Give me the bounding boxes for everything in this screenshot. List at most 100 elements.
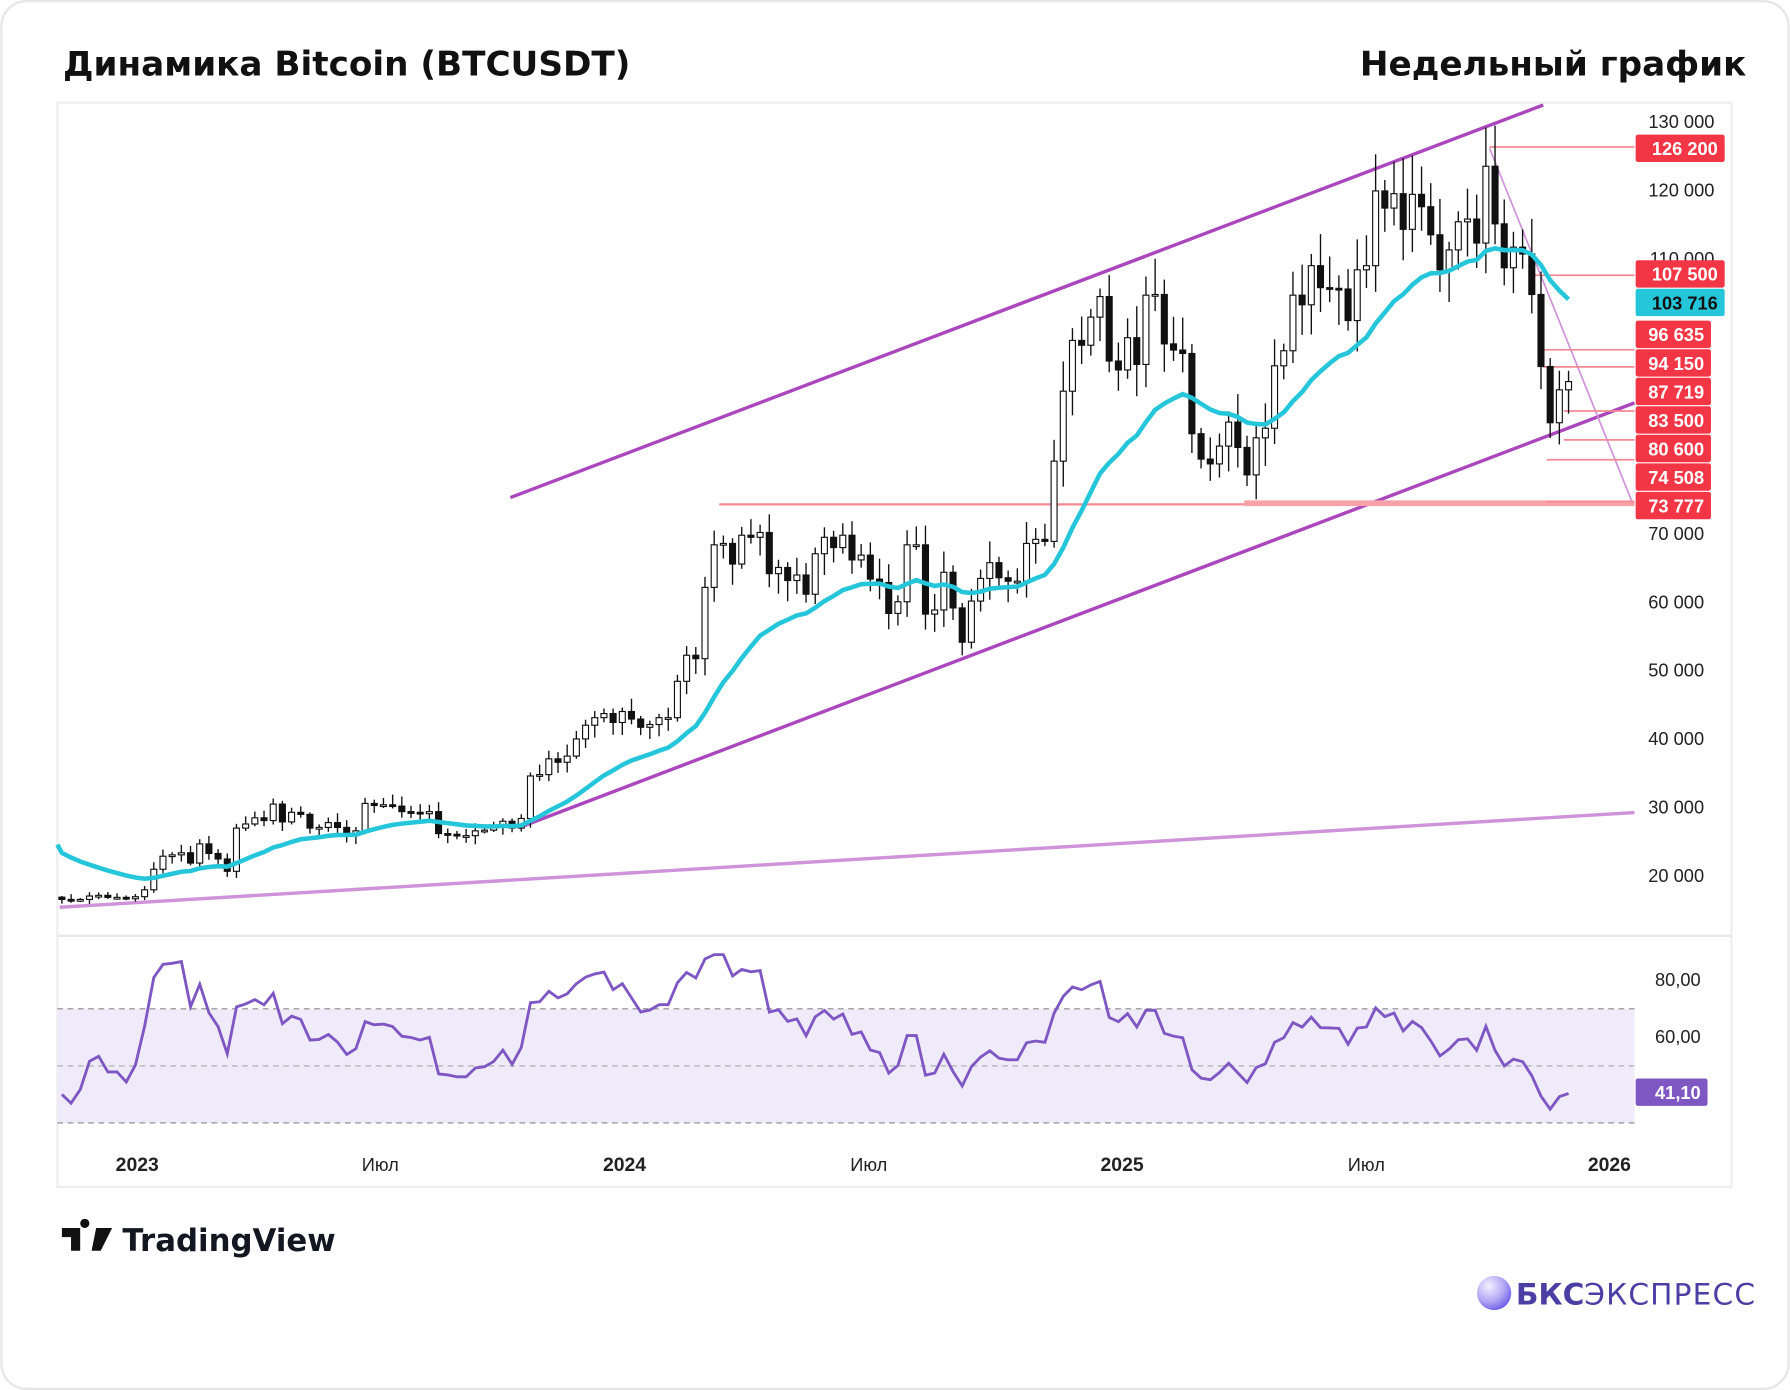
candle-up: [324, 822, 332, 828]
bks-orb-icon: [1477, 1275, 1512, 1311]
candle-down: [554, 758, 562, 763]
long-term-support-line[interactable]: [59, 810, 1635, 909]
channel-lower-line[interactable]: [518, 401, 1636, 829]
candle-down: [1179, 349, 1187, 355]
candle-down: [1537, 293, 1545, 368]
candle-down: [1418, 193, 1426, 208]
candle-down: [416, 811, 424, 815]
tradingview-logo[interactable]: TradingView: [61, 1218, 336, 1259]
x-tick: Июл: [362, 1154, 399, 1175]
candle-up: [1059, 390, 1067, 462]
channel-upper-line[interactable]: [509, 103, 1544, 500]
tradingview-logo-text: TradingView: [122, 1223, 335, 1259]
candle-up: [563, 755, 571, 763]
candle-down: [104, 894, 112, 898]
candle-up: [1068, 339, 1076, 392]
candle-up: [315, 826, 323, 830]
candle-down: [921, 544, 930, 615]
candle-up: [1215, 445, 1223, 465]
y-tick: 50 000: [1648, 660, 1704, 681]
candle-up: [425, 811, 433, 815]
candle-up: [1289, 294, 1297, 352]
rsi-tick: 80,00: [1655, 969, 1701, 990]
candle-up: [113, 896, 121, 900]
candle-up: [1445, 249, 1453, 271]
candle-up: [471, 830, 479, 837]
candle-down: [186, 852, 195, 864]
candle-up: [1454, 221, 1462, 251]
candle-up: [1142, 294, 1150, 366]
price-level-label: [1635, 320, 1711, 349]
bks-express-logo[interactable]: БКС ЭКСПРЕСС: [1477, 1275, 1756, 1312]
candle-up: [572, 738, 580, 757]
chart-subtitle: Недельный график: [1360, 44, 1746, 84]
x-tick: 2025: [1101, 1154, 1144, 1176]
chart-title: Динамика Bitcoin (BTCUSDT): [63, 44, 630, 84]
candle-down: [453, 833, 461, 837]
candle-up: [1372, 190, 1380, 267]
candle-up: [1124, 337, 1132, 371]
candle-down: [278, 803, 286, 823]
candle-up: [857, 554, 865, 561]
candle-up: [756, 531, 764, 538]
candle-down: [1105, 295, 1113, 362]
candle-up: [618, 710, 626, 724]
candle-up: [1032, 538, 1040, 545]
rsi-tick: 60,00: [1655, 1026, 1701, 1047]
price-level-label: [1635, 377, 1711, 406]
candle-up: [820, 536, 828, 555]
rsi-band: [57, 1008, 1635, 1123]
x-tick: 2023: [116, 1154, 159, 1176]
candle-down: [1133, 337, 1141, 366]
candle-down: [1197, 433, 1205, 460]
candle-up: [940, 571, 948, 611]
candle-up: [1151, 293, 1159, 297]
candle-up: [1271, 365, 1279, 429]
candle-up: [738, 534, 746, 565]
candle-down: [692, 654, 700, 660]
candle-up: [655, 717, 663, 726]
candle-down: [1335, 287, 1343, 291]
candle-up: [664, 717, 672, 720]
candle-up: [159, 855, 167, 870]
candle-down: [444, 833, 452, 836]
candle-down: [1078, 339, 1086, 346]
time-axis[interactable]: 2023 Июл 2024 Июл 2025 Июл 2026: [116, 1154, 1632, 1176]
candle-down: [297, 811, 305, 815]
price-level-value: 87 719: [1648, 381, 1704, 402]
price-level-value: 96 635: [1648, 324, 1704, 345]
price-level-value: 83 500: [1648, 410, 1704, 431]
candle-up: [931, 609, 939, 615]
candle-up: [131, 896, 139, 900]
candle-down: [1316, 265, 1325, 289]
candle-up: [1353, 269, 1361, 322]
candle-up: [1280, 350, 1288, 367]
candle-down: [830, 536, 838, 549]
candle-up: [986, 562, 994, 580]
descending-line[interactable]: [1488, 148, 1634, 503]
candle-down: [627, 710, 636, 720]
candle-up: [683, 654, 691, 682]
candle-up: [76, 898, 84, 902]
moving-average-line: [55, 245, 1571, 882]
candle-up: [903, 544, 911, 603]
bks-logo-light: ЭКСПРЕСС: [1584, 1276, 1756, 1311]
price-level-value: 80 600: [1648, 438, 1704, 459]
candle-down: [995, 562, 1003, 579]
candle-down: [398, 805, 406, 813]
candle-down: [389, 804, 397, 808]
candle-up: [141, 889, 149, 898]
candle-down: [637, 718, 645, 728]
candle-down: [1041, 538, 1049, 542]
price-level-label: [1635, 434, 1711, 463]
candle-down: [1160, 293, 1168, 345]
candle-up: [85, 895, 94, 901]
candle-up: [1482, 165, 1490, 244]
candle-down: [609, 712, 617, 724]
candle-up: [545, 758, 553, 776]
price-level-label: [1635, 260, 1725, 288]
candle-down: [1188, 352, 1196, 435]
candle-down: [1546, 365, 1554, 424]
candle-down: [1169, 343, 1178, 351]
